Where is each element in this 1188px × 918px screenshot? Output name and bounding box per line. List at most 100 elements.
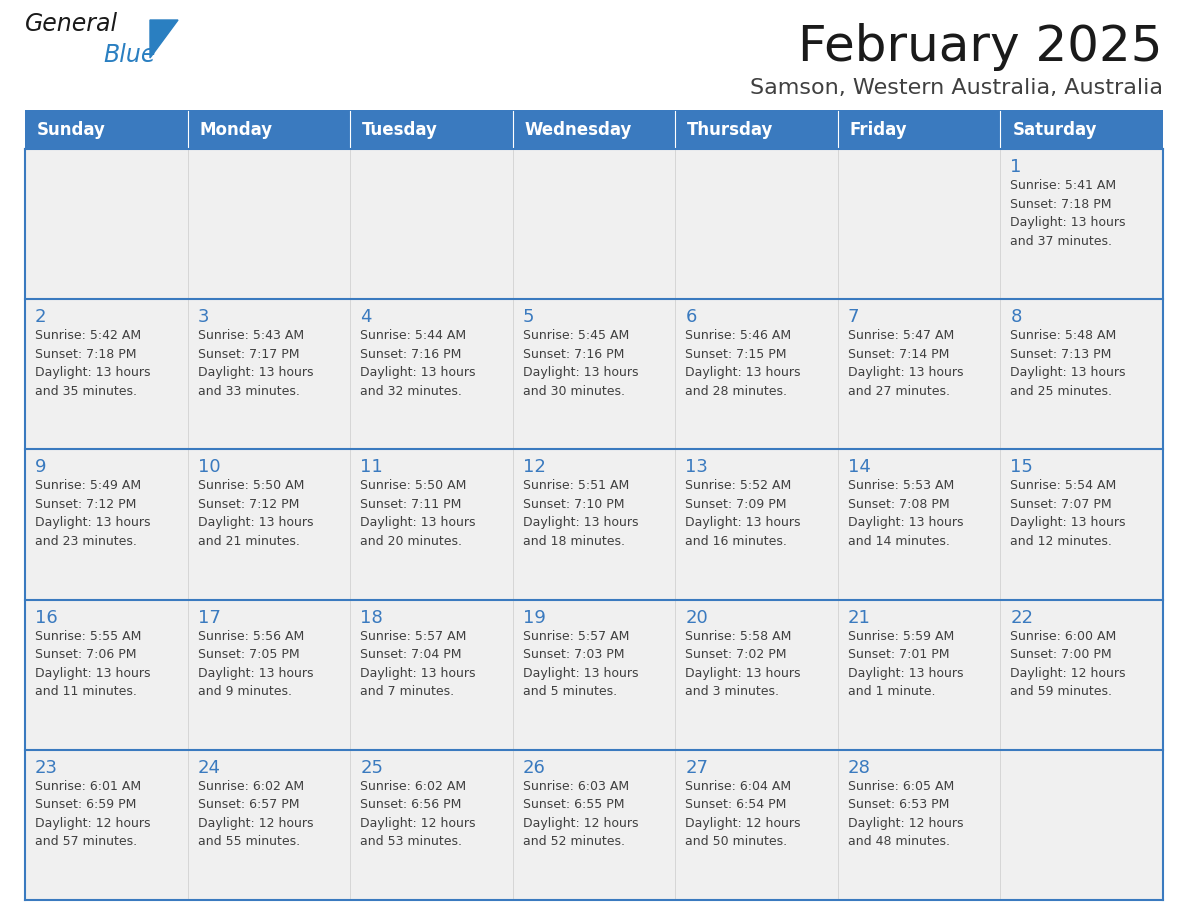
Text: Thursday: Thursday <box>688 121 773 139</box>
Bar <box>25 599 188 750</box>
Bar <box>188 750 350 900</box>
Text: 13: 13 <box>685 458 708 476</box>
Bar <box>25 299 188 450</box>
Bar <box>675 149 838 299</box>
Text: Sunrise: 5:55 AM
Sunset: 7:06 PM
Daylight: 13 hours
and 11 minutes.: Sunrise: 5:55 AM Sunset: 7:06 PM Dayligh… <box>34 630 151 698</box>
Bar <box>838 299 1000 450</box>
Bar <box>675 599 838 750</box>
Text: Sunrise: 5:48 AM
Sunset: 7:13 PM
Daylight: 13 hours
and 25 minutes.: Sunrise: 5:48 AM Sunset: 7:13 PM Dayligh… <box>1011 330 1126 397</box>
Text: 27: 27 <box>685 759 708 777</box>
Bar <box>513 750 675 900</box>
Text: 1: 1 <box>1011 158 1022 176</box>
Bar <box>1000 450 1163 599</box>
Bar <box>513 450 675 599</box>
Text: 25: 25 <box>360 759 384 777</box>
Text: 15: 15 <box>1011 458 1034 476</box>
Bar <box>838 111 1000 149</box>
Text: 17: 17 <box>197 609 221 627</box>
Text: Sunrise: 6:02 AM
Sunset: 6:56 PM
Daylight: 12 hours
and 53 minutes.: Sunrise: 6:02 AM Sunset: 6:56 PM Dayligh… <box>360 779 475 848</box>
Bar <box>188 299 350 450</box>
Text: Sunrise: 6:01 AM
Sunset: 6:59 PM
Daylight: 12 hours
and 57 minutes.: Sunrise: 6:01 AM Sunset: 6:59 PM Dayligh… <box>34 779 151 848</box>
Bar <box>513 299 675 450</box>
Bar <box>1000 299 1163 450</box>
Text: Sunrise: 5:57 AM
Sunset: 7:03 PM
Daylight: 13 hours
and 5 minutes.: Sunrise: 5:57 AM Sunset: 7:03 PM Dayligh… <box>523 630 638 698</box>
Polygon shape <box>150 20 178 58</box>
Text: 23: 23 <box>34 759 58 777</box>
Bar <box>25 111 188 149</box>
Bar <box>188 111 350 149</box>
Text: Sunrise: 5:57 AM
Sunset: 7:04 PM
Daylight: 13 hours
and 7 minutes.: Sunrise: 5:57 AM Sunset: 7:04 PM Dayligh… <box>360 630 475 698</box>
Bar <box>350 599 513 750</box>
Bar <box>513 149 675 299</box>
Text: 4: 4 <box>360 308 372 326</box>
Bar <box>838 750 1000 900</box>
Bar <box>675 450 838 599</box>
Text: Sunrise: 5:53 AM
Sunset: 7:08 PM
Daylight: 13 hours
and 14 minutes.: Sunrise: 5:53 AM Sunset: 7:08 PM Dayligh… <box>848 479 963 548</box>
Bar <box>838 149 1000 299</box>
Text: Sunrise: 5:44 AM
Sunset: 7:16 PM
Daylight: 13 hours
and 32 minutes.: Sunrise: 5:44 AM Sunset: 7:16 PM Dayligh… <box>360 330 475 397</box>
Bar <box>350 450 513 599</box>
Text: 8: 8 <box>1011 308 1022 326</box>
Text: Monday: Monday <box>200 121 273 139</box>
Text: Sunday: Sunday <box>37 121 106 139</box>
Bar <box>1000 599 1163 750</box>
Text: February 2025: February 2025 <box>798 23 1163 71</box>
Text: 20: 20 <box>685 609 708 627</box>
Text: Sunrise: 6:05 AM
Sunset: 6:53 PM
Daylight: 12 hours
and 48 minutes.: Sunrise: 6:05 AM Sunset: 6:53 PM Dayligh… <box>848 779 963 848</box>
Text: Sunrise: 5:52 AM
Sunset: 7:09 PM
Daylight: 13 hours
and 16 minutes.: Sunrise: 5:52 AM Sunset: 7:09 PM Dayligh… <box>685 479 801 548</box>
Text: Sunrise: 6:02 AM
Sunset: 6:57 PM
Daylight: 12 hours
and 55 minutes.: Sunrise: 6:02 AM Sunset: 6:57 PM Dayligh… <box>197 779 314 848</box>
Bar <box>188 149 350 299</box>
Text: Blue: Blue <box>103 43 156 67</box>
Text: Sunrise: 5:54 AM
Sunset: 7:07 PM
Daylight: 13 hours
and 12 minutes.: Sunrise: 5:54 AM Sunset: 7:07 PM Dayligh… <box>1011 479 1126 548</box>
Text: 18: 18 <box>360 609 383 627</box>
Bar <box>350 111 513 149</box>
Text: Sunrise: 5:56 AM
Sunset: 7:05 PM
Daylight: 13 hours
and 9 minutes.: Sunrise: 5:56 AM Sunset: 7:05 PM Dayligh… <box>197 630 314 698</box>
Bar <box>188 599 350 750</box>
Bar <box>675 299 838 450</box>
Bar <box>350 750 513 900</box>
Text: Sunrise: 5:41 AM
Sunset: 7:18 PM
Daylight: 13 hours
and 37 minutes.: Sunrise: 5:41 AM Sunset: 7:18 PM Dayligh… <box>1011 179 1126 248</box>
Text: Friday: Friday <box>849 121 908 139</box>
Text: 19: 19 <box>523 609 545 627</box>
Text: Sunrise: 6:04 AM
Sunset: 6:54 PM
Daylight: 12 hours
and 50 minutes.: Sunrise: 6:04 AM Sunset: 6:54 PM Dayligh… <box>685 779 801 848</box>
Text: Sunrise: 5:43 AM
Sunset: 7:17 PM
Daylight: 13 hours
and 33 minutes.: Sunrise: 5:43 AM Sunset: 7:17 PM Dayligh… <box>197 330 314 397</box>
Bar <box>838 450 1000 599</box>
Bar <box>675 750 838 900</box>
Text: 7: 7 <box>848 308 859 326</box>
Text: 22: 22 <box>1011 609 1034 627</box>
Text: Sunrise: 5:49 AM
Sunset: 7:12 PM
Daylight: 13 hours
and 23 minutes.: Sunrise: 5:49 AM Sunset: 7:12 PM Dayligh… <box>34 479 151 548</box>
Bar <box>513 599 675 750</box>
Bar <box>25 149 188 299</box>
Text: Sunrise: 5:51 AM
Sunset: 7:10 PM
Daylight: 13 hours
and 18 minutes.: Sunrise: 5:51 AM Sunset: 7:10 PM Dayligh… <box>523 479 638 548</box>
Text: Sunrise: 5:50 AM
Sunset: 7:11 PM
Daylight: 13 hours
and 20 minutes.: Sunrise: 5:50 AM Sunset: 7:11 PM Dayligh… <box>360 479 475 548</box>
Text: Saturday: Saturday <box>1012 121 1097 139</box>
Text: 9: 9 <box>34 458 46 476</box>
Text: General: General <box>25 12 118 36</box>
Text: Sunrise: 6:00 AM
Sunset: 7:00 PM
Daylight: 12 hours
and 59 minutes.: Sunrise: 6:00 AM Sunset: 7:00 PM Dayligh… <box>1011 630 1126 698</box>
Text: Sunrise: 5:47 AM
Sunset: 7:14 PM
Daylight: 13 hours
and 27 minutes.: Sunrise: 5:47 AM Sunset: 7:14 PM Dayligh… <box>848 330 963 397</box>
Text: 14: 14 <box>848 458 871 476</box>
Bar <box>350 299 513 450</box>
Text: Samson, Western Australia, Australia: Samson, Western Australia, Australia <box>750 78 1163 98</box>
Text: Sunrise: 5:58 AM
Sunset: 7:02 PM
Daylight: 13 hours
and 3 minutes.: Sunrise: 5:58 AM Sunset: 7:02 PM Dayligh… <box>685 630 801 698</box>
Text: Tuesday: Tuesday <box>362 121 438 139</box>
Text: Sunrise: 5:46 AM
Sunset: 7:15 PM
Daylight: 13 hours
and 28 minutes.: Sunrise: 5:46 AM Sunset: 7:15 PM Dayligh… <box>685 330 801 397</box>
Bar <box>25 450 188 599</box>
Text: 10: 10 <box>197 458 220 476</box>
Text: Sunrise: 5:45 AM
Sunset: 7:16 PM
Daylight: 13 hours
and 30 minutes.: Sunrise: 5:45 AM Sunset: 7:16 PM Dayligh… <box>523 330 638 397</box>
Text: 6: 6 <box>685 308 696 326</box>
Bar <box>25 750 188 900</box>
Text: Sunrise: 6:03 AM
Sunset: 6:55 PM
Daylight: 12 hours
and 52 minutes.: Sunrise: 6:03 AM Sunset: 6:55 PM Dayligh… <box>523 779 638 848</box>
Bar <box>188 450 350 599</box>
Text: Wednesday: Wednesday <box>525 121 632 139</box>
Text: 5: 5 <box>523 308 535 326</box>
Text: Sunrise: 5:59 AM
Sunset: 7:01 PM
Daylight: 13 hours
and 1 minute.: Sunrise: 5:59 AM Sunset: 7:01 PM Dayligh… <box>848 630 963 698</box>
Bar <box>675 111 838 149</box>
Bar <box>1000 149 1163 299</box>
Bar <box>1000 111 1163 149</box>
Text: Sunrise: 5:50 AM
Sunset: 7:12 PM
Daylight: 13 hours
and 21 minutes.: Sunrise: 5:50 AM Sunset: 7:12 PM Dayligh… <box>197 479 314 548</box>
Text: 28: 28 <box>848 759 871 777</box>
Text: 24: 24 <box>197 759 221 777</box>
Text: Sunrise: 5:42 AM
Sunset: 7:18 PM
Daylight: 13 hours
and 35 minutes.: Sunrise: 5:42 AM Sunset: 7:18 PM Dayligh… <box>34 330 151 397</box>
Bar <box>350 149 513 299</box>
